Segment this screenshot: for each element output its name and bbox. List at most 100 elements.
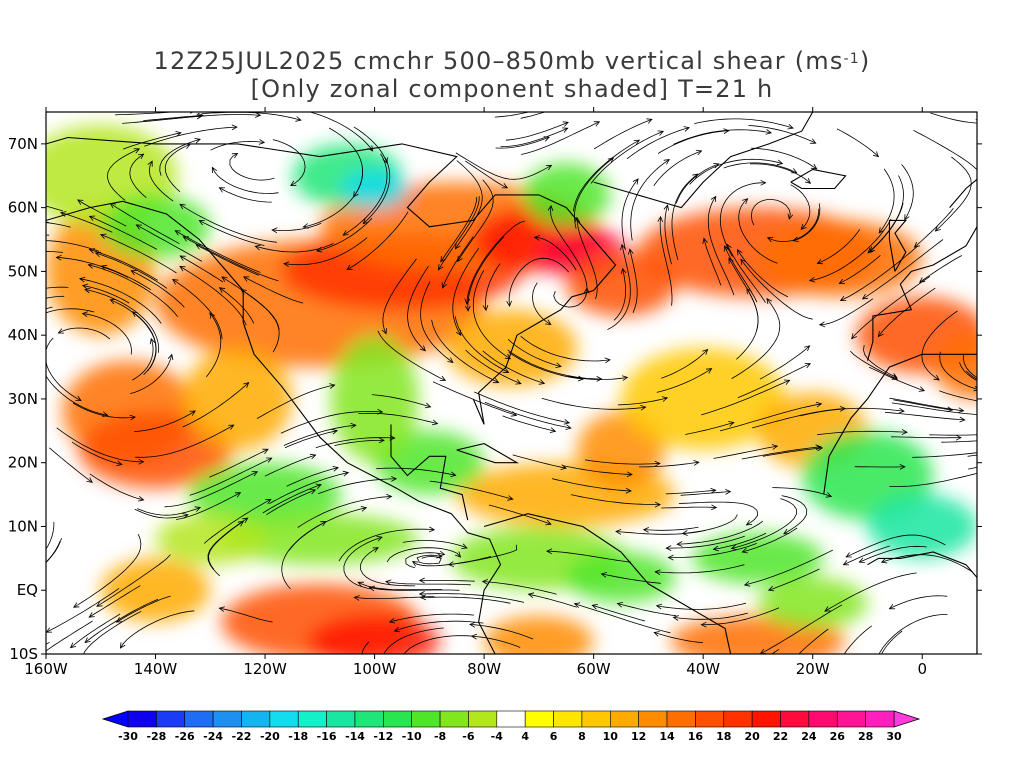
streamline xyxy=(653,150,702,186)
streamline xyxy=(58,327,111,340)
streamline xyxy=(881,630,903,654)
streamline-arrowhead xyxy=(632,178,639,185)
streamline xyxy=(179,266,247,326)
colorbar-label: -14 xyxy=(345,730,365,743)
lat-tick-label: EQ xyxy=(17,581,38,599)
streamline-arrowhead xyxy=(138,495,145,502)
streamline xyxy=(431,319,499,383)
streamline xyxy=(371,394,431,408)
streamline-arrowhead xyxy=(6,222,11,227)
streamline-arrowhead xyxy=(492,377,500,384)
streamline xyxy=(123,132,181,150)
streamline-arrowhead xyxy=(342,230,349,236)
streamline xyxy=(707,196,735,296)
streamline xyxy=(507,349,602,380)
streamline xyxy=(723,162,797,174)
streamline xyxy=(281,521,327,590)
streamline xyxy=(850,350,898,380)
streamline xyxy=(394,620,484,632)
streamline-arrowhead xyxy=(891,373,898,379)
streamline xyxy=(962,353,977,379)
streamline-arrowhead xyxy=(712,545,720,552)
streamline-arrowhead xyxy=(626,471,633,478)
streamline-arrowhead xyxy=(877,330,884,338)
streamline xyxy=(512,454,567,469)
streamline xyxy=(195,244,260,276)
streamline-arrowhead xyxy=(431,419,439,426)
streamline xyxy=(868,366,925,392)
streamline xyxy=(843,545,890,566)
streamline-arrowhead xyxy=(8,584,14,589)
streamline-arrowhead xyxy=(979,432,984,437)
streamline-arrowhead xyxy=(372,547,379,553)
streamline-arrowhead xyxy=(7,363,12,369)
streamline-arrowhead xyxy=(981,182,986,188)
streamline xyxy=(283,424,356,446)
streamline xyxy=(673,129,772,145)
streamline xyxy=(914,208,954,248)
streamline-arrowhead xyxy=(654,569,661,575)
streamline xyxy=(590,130,664,184)
streamline-arrowhead xyxy=(683,126,690,132)
streamline xyxy=(405,552,445,569)
streamline-arrowhead xyxy=(346,264,353,271)
streamline-arrowhead xyxy=(357,581,364,587)
streamline xyxy=(655,564,745,574)
streamline-arrowhead xyxy=(620,267,627,275)
streamline xyxy=(455,160,483,249)
streamline xyxy=(465,349,522,385)
streamline xyxy=(452,247,480,336)
streamline-arrowhead xyxy=(667,554,674,561)
streamline xyxy=(402,540,468,549)
streamline xyxy=(219,607,273,623)
streamline-arrowhead xyxy=(84,287,91,294)
streamline-arrowhead xyxy=(309,453,317,460)
streamline-arrowhead xyxy=(315,483,322,489)
streamline-arrowhead xyxy=(872,665,877,670)
streamline xyxy=(46,221,49,223)
streamline xyxy=(656,602,746,610)
streamline-arrowhead xyxy=(439,550,446,557)
streamline xyxy=(643,526,699,531)
lat-tick-label: 20N xyxy=(8,454,38,472)
streamline xyxy=(358,412,438,425)
streamline xyxy=(759,345,810,380)
streamline xyxy=(889,595,948,610)
streamline-arrowhead xyxy=(899,464,906,470)
colorbar-segment xyxy=(553,710,583,728)
streamline xyxy=(73,534,142,608)
streamline-arrowhead xyxy=(573,602,581,608)
streamline-arrowhead xyxy=(654,460,661,467)
streamline-arrowhead xyxy=(266,457,273,463)
streamline-arrowhead xyxy=(804,178,812,184)
streamline-arrowhead xyxy=(258,139,266,145)
streamline-arrowhead xyxy=(332,466,339,472)
streamline xyxy=(144,126,237,147)
colorbar-segment xyxy=(297,710,327,728)
streamline-arrowhead xyxy=(994,385,1000,390)
streamline xyxy=(303,168,364,228)
shear-shading-region xyxy=(221,513,419,565)
streamline xyxy=(862,239,944,300)
streamline xyxy=(656,368,712,393)
streamline xyxy=(550,205,588,297)
colorbar-segment xyxy=(127,710,157,728)
streamline xyxy=(353,126,388,164)
streamline-arrowhead xyxy=(95,666,100,671)
streamline-arrowhead xyxy=(574,216,581,223)
streamline xyxy=(659,216,673,306)
streamline xyxy=(148,161,174,202)
streamline-arrowhead xyxy=(621,375,629,381)
lon-tick-label: 120W xyxy=(243,660,287,678)
streamline xyxy=(342,153,388,236)
streamline-arrowhead xyxy=(138,458,145,465)
streamline-arrowhead xyxy=(243,382,250,388)
streamline-arrowhead xyxy=(663,158,670,165)
streamline-arrowhead xyxy=(504,353,512,360)
streamline-arrowhead xyxy=(543,136,550,142)
streamline-arrowhead xyxy=(368,585,376,592)
streamline-arrowhead xyxy=(582,96,588,101)
streamline-arrowhead xyxy=(640,404,647,411)
streamline-arrowhead xyxy=(84,637,91,644)
streamline xyxy=(657,130,729,154)
